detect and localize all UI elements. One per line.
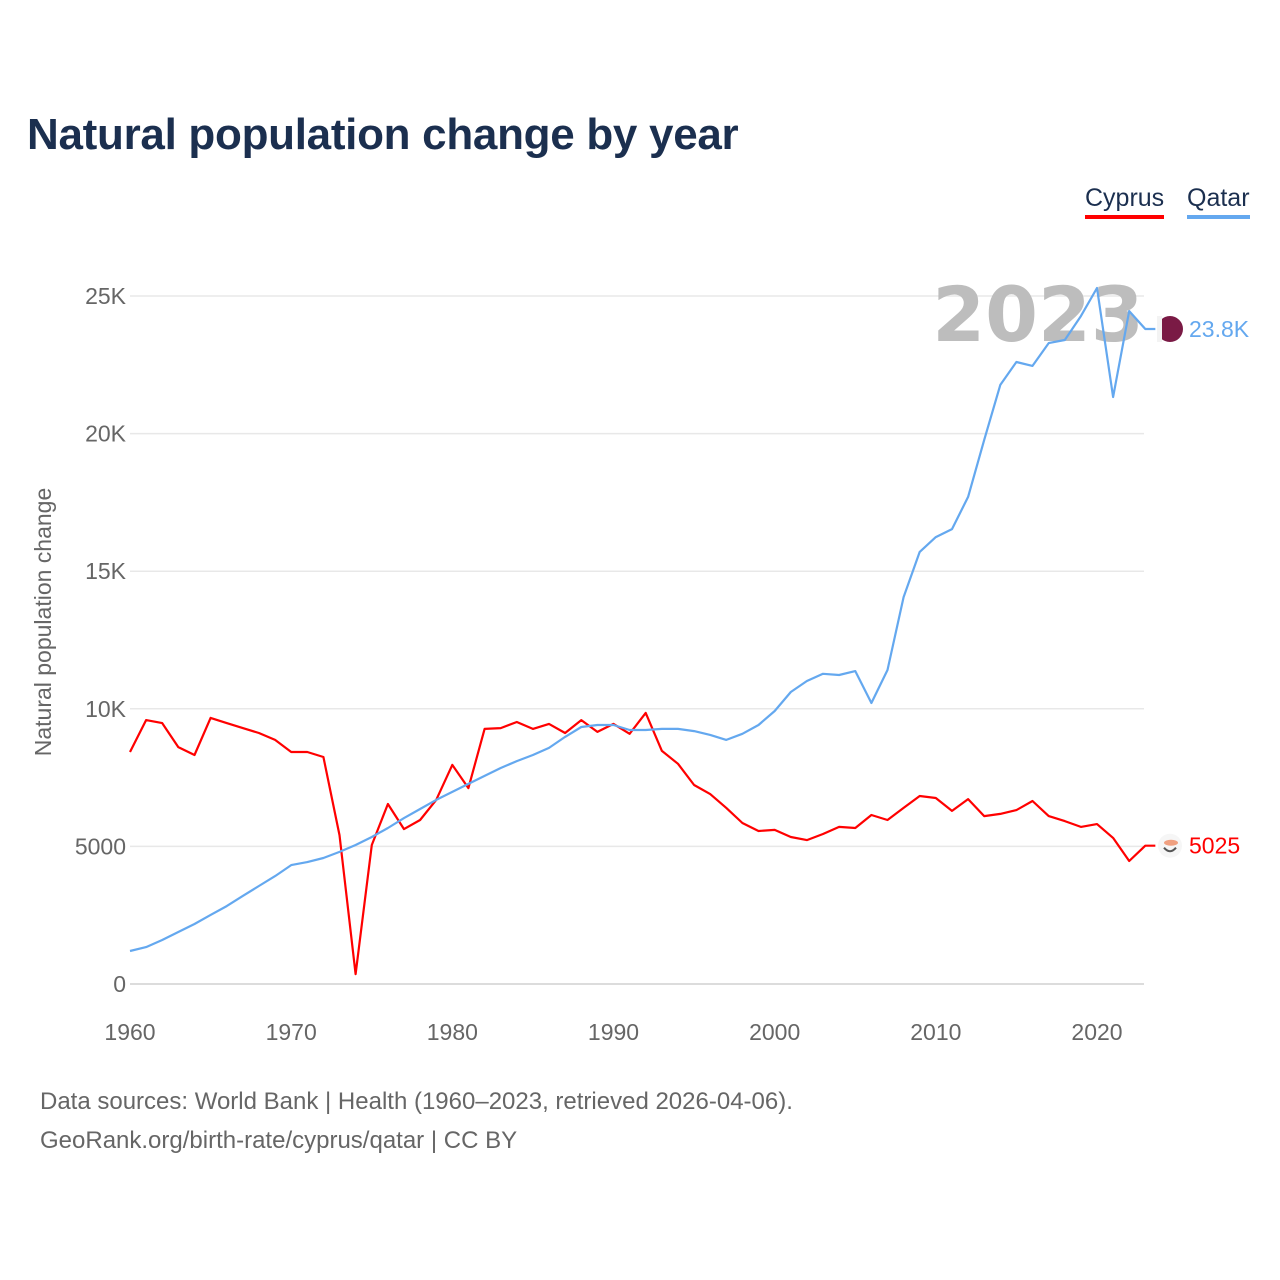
legend-item-cyprus[interactable]: Cyprus — [1085, 184, 1165, 219]
y-tick-label: 5000 — [75, 833, 126, 859]
year-watermark: 2023 — [932, 270, 1144, 359]
series-line-qatar — [129, 286, 1156, 953]
x-tick-label: 2000 — [749, 1019, 800, 1045]
cyprus-flag-branches — [1163, 847, 1177, 853]
end-label-cyprus: 5025 — [1189, 833, 1240, 859]
qatar-flag-icon — [1157, 316, 1183, 343]
y-tick-label: 15K — [85, 558, 127, 584]
y-tick-label: 10K — [85, 696, 127, 722]
chart-title: Natural population change by year — [27, 110, 739, 159]
x-tick-label: 2010 — [910, 1019, 961, 1045]
y-tick-label: 0 — [113, 971, 126, 997]
y-axis-label: Natural population change — [30, 488, 56, 757]
y-tick-label: 20K — [85, 421, 127, 447]
qatar-flag-icon-white — [1157, 316, 1162, 343]
x-tick-label: 1990 — [588, 1019, 639, 1045]
series-line-cyprus — [129, 711, 1156, 976]
cyprus-flag-island — [1164, 839, 1178, 846]
end-label-qatar: 23.8K — [1189, 316, 1250, 342]
x-tick-label: 1980 — [427, 1019, 478, 1045]
legend-item-qatar[interactable]: Qatar — [1187, 184, 1250, 219]
x-tick-label: 2020 — [1071, 1019, 1122, 1045]
x-tick-label: 1960 — [104, 1019, 155, 1045]
footer-link[interactable]: GeoRank.org/birth-rate/cyprus/qatar | CC… — [40, 1127, 518, 1154]
cyprus-flag-icon — [1158, 833, 1182, 858]
y-tick-label: 25K — [85, 283, 127, 309]
x-tick-label: 1970 — [266, 1019, 317, 1045]
footer-sources: Data sources: World Bank | Health (1960–… — [40, 1088, 793, 1115]
